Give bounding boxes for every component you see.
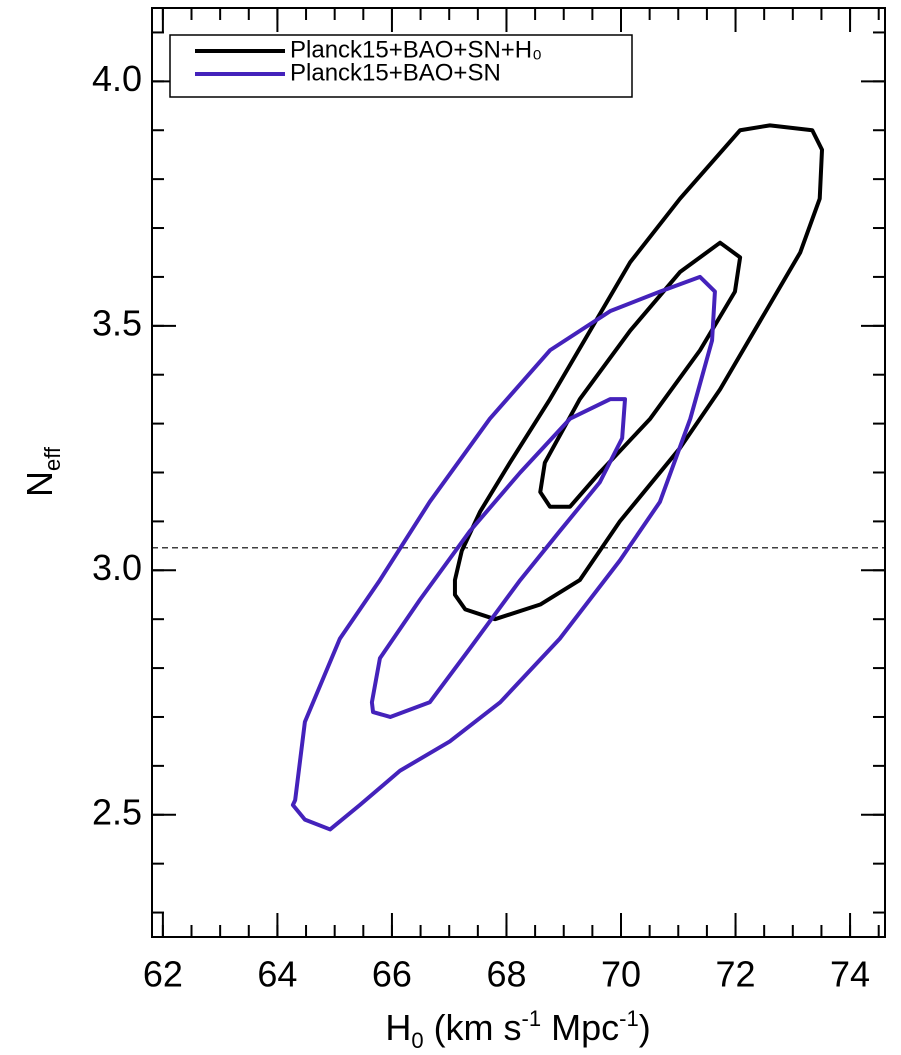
x-label-part: 0: [411, 1028, 423, 1053]
legend-label: Planck15+BAO+SN: [290, 59, 501, 86]
legend-label: Planck15+BAO+SN+H₀: [290, 36, 542, 63]
y-tick-label: 3.5: [92, 302, 142, 343]
x-label-part: (km s: [424, 1007, 522, 1048]
legend-box: [169, 34, 633, 98]
contour-line: [369, 397, 628, 719]
x-tick-label: 68: [486, 954, 526, 995]
y-tick-label: 2.5: [92, 791, 142, 832]
x-tick-label: 72: [716, 954, 756, 995]
x-label-part: H: [385, 1007, 411, 1048]
contour-line: [538, 240, 743, 509]
x-label-part: -1: [522, 1006, 542, 1031]
x-label-part: Mpc: [541, 1007, 619, 1048]
contour-line: [452, 123, 825, 622]
x-tick-label: 70: [601, 954, 641, 995]
y-label-part: N: [19, 471, 60, 497]
x-axis-label: H0 (km s-1 Mpc-1): [385, 1006, 650, 1053]
y-tick-label: 4.0: [92, 58, 142, 99]
x-tick-label: 62: [143, 954, 183, 995]
x-label-part: ): [639, 1007, 651, 1048]
contour-line: [290, 274, 717, 832]
x-tick-label: 66: [372, 954, 412, 995]
y-axis-label: Neff: [19, 446, 65, 497]
y-label-part: eff: [40, 446, 65, 471]
x-tick-label: 64: [257, 954, 297, 995]
x-tick-label: 74: [830, 954, 870, 995]
x-label-part: -1: [619, 1006, 639, 1031]
y-tick-label: 3.0: [92, 547, 142, 588]
